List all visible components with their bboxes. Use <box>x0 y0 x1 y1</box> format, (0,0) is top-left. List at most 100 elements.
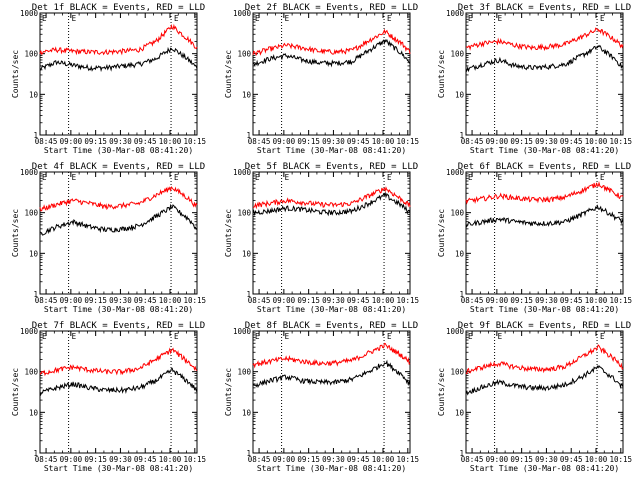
y-axis-label: Counts/sec <box>11 368 20 416</box>
x-tick-label: 09:00 <box>486 296 509 305</box>
y-tick-label: 100 <box>237 368 251 377</box>
y-tick-label: 10 <box>242 408 252 417</box>
marker-label: E <box>498 14 503 23</box>
x-tick-label: 08:45 <box>461 296 484 305</box>
series-line-lld <box>39 23 198 56</box>
panel-title: Det 6f BLACK = Events, RED = LLD <box>458 162 631 172</box>
x-tick-label: 10:00 <box>372 455 395 464</box>
series-line-lld <box>252 28 411 56</box>
plot-frame <box>465 12 624 136</box>
marker-label: E <box>174 332 179 341</box>
x-tick-label: 10:00 <box>372 296 395 305</box>
y-tick-label: 1 <box>459 290 464 299</box>
x-tick-label: 09:45 <box>347 137 370 146</box>
plot-frame <box>252 12 411 136</box>
plot-frame <box>465 330 624 454</box>
x-tick-label: 09:30 <box>535 455 558 464</box>
x-tick-label: 09:45 <box>134 296 157 305</box>
x-tick-label: 09:30 <box>322 296 345 305</box>
series-line-events <box>39 203 198 236</box>
series-line-events <box>39 46 198 73</box>
x-tick-label: 09:30 <box>535 137 558 146</box>
x-tick-label: 08:45 <box>35 137 58 146</box>
y-tick-label: 1000 <box>233 168 252 177</box>
plot-frame <box>252 171 411 295</box>
x-tick-label: 09:45 <box>347 455 370 464</box>
series-line-events <box>252 359 411 389</box>
x-tick-label: 10:00 <box>159 137 182 146</box>
x-tick-label: 09:00 <box>486 455 509 464</box>
y-tick-label: 1 <box>459 131 464 140</box>
panel-det-6: Det 6f BLACK = Events, RED = LLD 1 10 100 10… <box>437 162 632 314</box>
panel-det-8: Det 8f BLACK = Events, RED = LLD 1 10 100 10… <box>224 321 419 473</box>
plot-frame <box>39 171 198 295</box>
x-tick-label: 10:00 <box>159 296 182 305</box>
plot-frame <box>252 330 411 454</box>
x-axis-label: Start Time (30-Mar-08 08:41:20) <box>257 305 406 314</box>
panel-det-3: Det 3f BLACK = Events, RED = LLD 1 10 100 10… <box>437 3 632 155</box>
marker-label: E <box>42 332 47 341</box>
y-axis-label: Counts/sec <box>437 209 446 257</box>
y-tick-label: 1 <box>33 290 38 299</box>
y-axis-label: Counts/sec <box>224 368 233 416</box>
x-tick-label: 08:45 <box>461 137 484 146</box>
marker-label: E <box>174 14 179 23</box>
series-line-lld <box>466 27 624 52</box>
x-axis-label: Start Time (30-Mar-08 08:41:20) <box>257 146 406 155</box>
plot-frame <box>465 171 624 295</box>
y-tick-label: 10 <box>242 90 252 99</box>
marker-label: E <box>72 14 77 23</box>
panel-title: Det 1f BLACK = Events, RED = LLD <box>32 3 205 13</box>
y-tick-label: 10 <box>29 90 39 99</box>
x-tick-label: 09:45 <box>560 455 583 464</box>
x-tick-label: 09:15 <box>510 137 533 146</box>
marker-label: E <box>72 173 77 182</box>
x-tick-label: 09:45 <box>560 296 583 305</box>
y-axis-label: Counts/sec <box>11 209 20 257</box>
marker-label: E <box>387 332 392 341</box>
panel-det-4: Det 4f BLACK = Events, RED = LLD 1 10 100 10… <box>11 162 206 314</box>
series-line-lld <box>465 344 624 375</box>
panel-det-9: Det 9f BLACK = Events, RED = LLD 1 10 100 10… <box>437 321 632 473</box>
y-tick-label: 100 <box>450 209 464 218</box>
y-tick-label: 100 <box>237 50 251 59</box>
marker-label: E <box>600 332 605 341</box>
y-tick-label: 1000 <box>446 9 465 18</box>
x-tick-label: 09:45 <box>134 137 157 146</box>
series-line-lld <box>39 186 198 212</box>
marker-label: E <box>387 14 392 23</box>
panel-title: Det 7f BLACK = Events, RED = LLD <box>32 321 205 331</box>
marker-label: E <box>42 14 47 23</box>
x-tick-label: 09:15 <box>84 296 107 305</box>
x-tick-label: 09:30 <box>109 137 132 146</box>
x-axis-label: Start Time (30-Mar-08 08:41:20) <box>470 464 619 473</box>
marker-label: E <box>498 173 503 182</box>
panel-det-7: Det 7f BLACK = Events, RED = LLD 1 10 100 10… <box>11 321 206 473</box>
y-tick-label: 10 <box>29 408 39 417</box>
series-line-lld <box>465 181 624 205</box>
y-tick-label: 1 <box>33 449 38 458</box>
marker-label: E <box>72 332 77 341</box>
panel-title: Det 4f BLACK = Events, RED = LLD <box>32 162 205 172</box>
marker-label: E <box>498 332 503 341</box>
x-tick-label: 09:45 <box>347 296 370 305</box>
x-axis-label: Start Time (30-Mar-08 08:41:20) <box>44 464 193 473</box>
x-tick-label: 10:15 <box>184 455 207 464</box>
y-tick-label: 100 <box>450 50 464 59</box>
y-tick-label: 1 <box>246 449 251 458</box>
y-tick-label: 1 <box>459 449 464 458</box>
y-tick-label: 100 <box>237 209 251 218</box>
plot-frame <box>39 12 198 136</box>
marker-label: E <box>285 173 290 182</box>
y-tick-label: 100 <box>24 50 38 59</box>
y-tick-label: 1000 <box>20 168 39 177</box>
x-tick-label: 08:45 <box>35 455 58 464</box>
x-tick-label: 10:00 <box>585 137 608 146</box>
x-axis-label: Start Time (30-Mar-08 08:41:20) <box>44 146 193 155</box>
x-tick-label: 08:45 <box>461 455 484 464</box>
series-line-lld <box>252 342 411 369</box>
x-axis-label: Start Time (30-Mar-08 08:41:20) <box>257 464 406 473</box>
y-tick-label: 100 <box>24 368 38 377</box>
x-tick-label: 10:15 <box>610 137 633 146</box>
